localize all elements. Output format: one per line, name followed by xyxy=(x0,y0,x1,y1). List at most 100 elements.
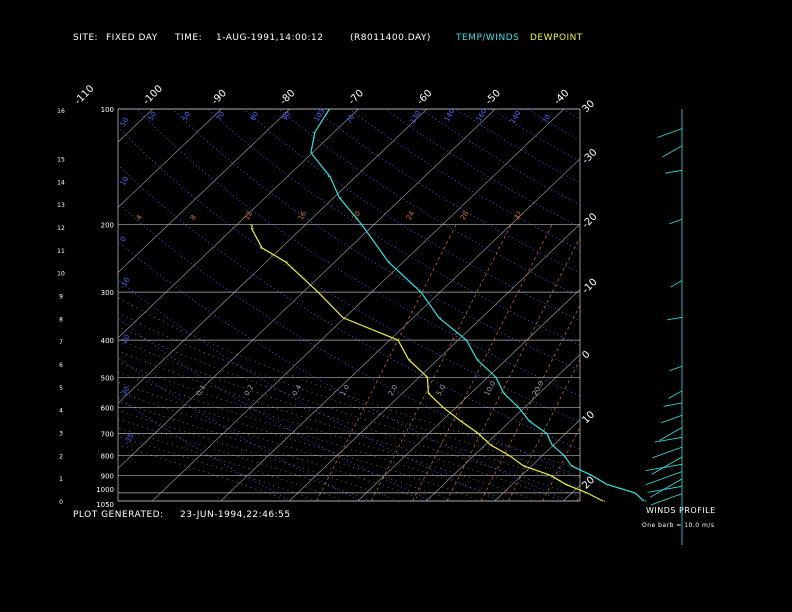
pressure-tick: 1000 xyxy=(96,486,114,494)
wind-barb xyxy=(647,485,683,493)
dry-adiabat-label: 0 xyxy=(119,235,128,243)
temperature-profile-point xyxy=(312,131,314,133)
temperature-profile-point xyxy=(330,108,332,110)
dewpoint-profile-point xyxy=(461,420,463,422)
isotherm-line xyxy=(700,109,792,501)
pressure-tick: 500 xyxy=(101,374,114,382)
dry-adiabat xyxy=(740,109,792,501)
wind-barb xyxy=(649,478,683,498)
height-tick: 9 xyxy=(59,293,63,300)
dry-adiabat xyxy=(118,357,362,501)
wind-barb xyxy=(669,365,683,372)
moist-adiabat xyxy=(118,391,454,501)
moist-adiabat xyxy=(118,312,580,479)
dry-adiabat-label: -10 xyxy=(119,276,132,290)
dewpoint-profile-point xyxy=(259,247,262,249)
isotherm-line xyxy=(118,109,496,469)
temperature-profile-point xyxy=(504,392,506,394)
mixing-ratio-label: 28 xyxy=(459,210,470,222)
mixing-ratio-line xyxy=(446,236,580,501)
dry-adiabat-label: 10 xyxy=(119,175,130,187)
wind-barb xyxy=(668,390,683,399)
temperature-profile-point xyxy=(478,359,480,361)
wind-barb xyxy=(666,316,683,321)
temperature-profile-point xyxy=(553,444,555,446)
mixing-ratio-line xyxy=(412,224,553,501)
dry-adiabat-label: -30 xyxy=(119,385,132,399)
temperature-profile xyxy=(310,108,645,502)
mixing-ratio-label: 32 xyxy=(513,210,524,222)
isotherm-line xyxy=(0,109,84,501)
pressure-tick: 1050 xyxy=(96,501,114,509)
top-temperature-tick: -80 xyxy=(278,88,297,107)
moist-adiabat-label: 1.0 xyxy=(339,384,351,398)
dry-adiabat xyxy=(172,109,580,371)
height-tick: 3 xyxy=(59,430,63,437)
dewpoint-profile-point xyxy=(566,483,568,485)
wind-barb xyxy=(651,456,683,475)
temperature-profile-point xyxy=(340,196,342,199)
top-temperature-tick: -70 xyxy=(347,88,366,107)
dewpoint-profile-point xyxy=(584,492,587,494)
temperature-profile-point xyxy=(644,500,647,502)
moist-adiabat xyxy=(118,427,345,501)
moist-adiabat-label: 5.0 xyxy=(435,384,447,398)
dewpoint-profile-point xyxy=(316,291,318,293)
dewpoint-profile-point xyxy=(524,465,526,467)
footer-generated-label: PLOT GENERATED: xyxy=(73,510,164,520)
wind-barb xyxy=(662,145,683,158)
temperature-profile-point xyxy=(389,261,391,263)
top-temperature-tick: -60 xyxy=(415,88,434,107)
header-time-label: TIME: xyxy=(175,33,203,43)
isotherm-line xyxy=(289,223,580,501)
dewpoint-profile-point xyxy=(344,317,346,319)
right-temperature-tick: 30 xyxy=(580,98,597,115)
top-temperature-tick: -110 xyxy=(73,83,97,107)
right-temperature-tick: 0 xyxy=(580,349,592,361)
dry-adiabat xyxy=(455,109,580,184)
dry-adiabat-label: 160 xyxy=(475,107,489,123)
dry-adiabat xyxy=(420,109,580,206)
dry-adiabat xyxy=(118,164,580,450)
dry-adiabat-label: 50 xyxy=(181,110,192,122)
top-temperature-tick: -100 xyxy=(141,83,165,107)
height-tick: 15 xyxy=(57,156,65,163)
dewpoint-profile xyxy=(251,224,604,502)
height-tick: 0 xyxy=(59,499,63,506)
pressure-tick: 200 xyxy=(101,222,114,230)
dry-adiabat-label: 70 xyxy=(541,113,552,125)
wind-barb xyxy=(660,414,683,424)
header-file-value: (R8011400.DAY) xyxy=(350,33,431,43)
moist-adiabat-label: 20.0 xyxy=(531,380,546,398)
moist-adiabat-label: 0.4 xyxy=(291,383,304,397)
moist-adiabat xyxy=(118,401,427,501)
wind-barb xyxy=(654,436,683,443)
moist-adiabat xyxy=(118,418,372,501)
dewpoint-profile-point xyxy=(548,474,550,476)
moist-adiabat xyxy=(118,361,536,501)
moist-adiabat xyxy=(118,325,580,488)
wind-barb xyxy=(669,218,683,225)
mixing-ratio-label: 12 xyxy=(243,210,254,222)
dewpoint-profile-point xyxy=(409,359,411,361)
moist-adiabat-label: 0.1 xyxy=(195,384,207,398)
isotherm-line xyxy=(0,109,16,501)
wind-profile-title: WINDS PROFILE xyxy=(646,506,716,515)
wind-barb xyxy=(650,493,683,506)
isotherm-line xyxy=(152,109,565,501)
temperature-profile-point xyxy=(311,152,313,154)
wind-barb xyxy=(657,128,683,138)
height-tick: 7 xyxy=(59,339,63,346)
moist-adiabat-label: 0.2 xyxy=(243,384,255,398)
height-tick: 6 xyxy=(59,362,63,369)
temperature-profile-point xyxy=(439,317,442,319)
dry-adiabat xyxy=(491,109,580,162)
wind-barb xyxy=(665,169,683,174)
pressure-tick: 100 xyxy=(101,106,114,114)
pressure-tick: 600 xyxy=(101,405,114,413)
isotherm-line xyxy=(118,109,222,208)
height-tick: 11 xyxy=(57,248,65,255)
mixing-ratio-label: 4 xyxy=(135,213,144,221)
isotherm-line xyxy=(357,288,580,501)
